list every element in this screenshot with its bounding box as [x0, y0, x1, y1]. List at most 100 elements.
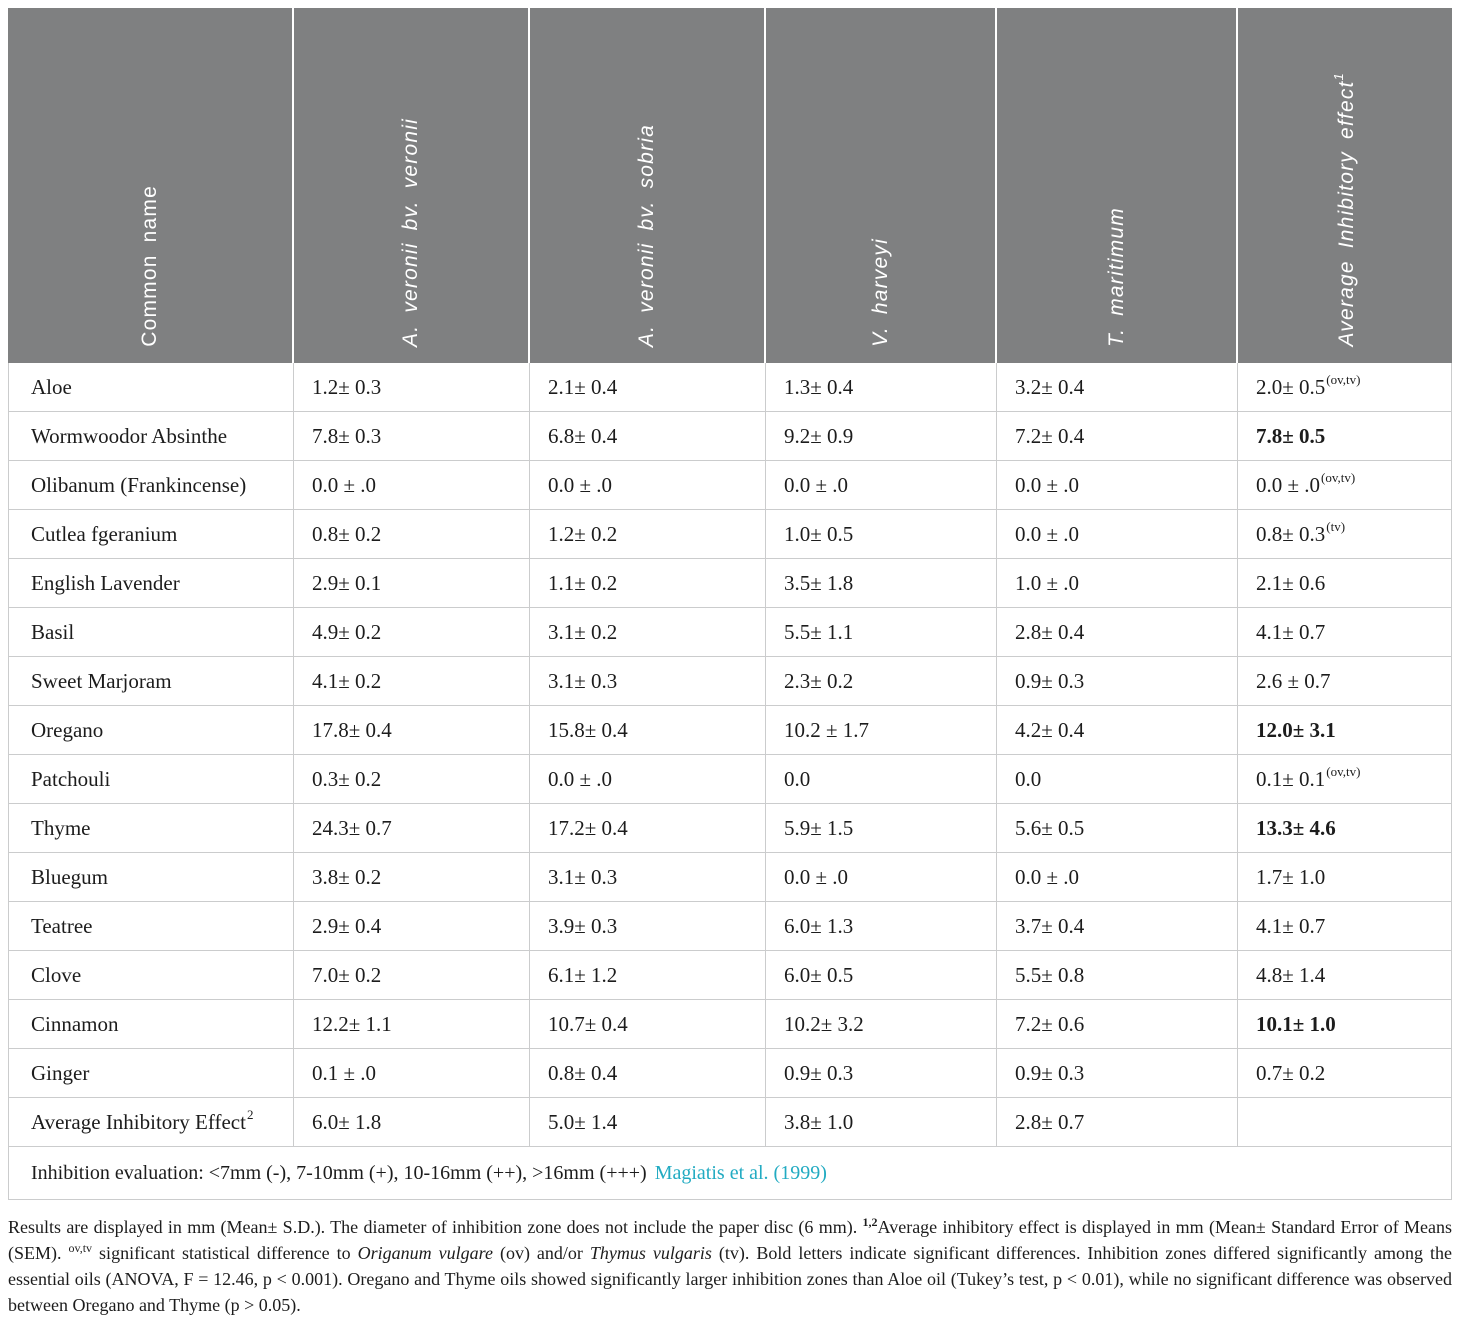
data-cell: 1.2± 0.3: [293, 363, 529, 411]
data-cell: 4.9± 0.2: [293, 608, 529, 656]
data-cell: 2.6 ± 0.7: [1237, 657, 1451, 705]
table-row: Sweet Marjoram4.1± 0.23.1± 0.32.3± 0.20.…: [9, 657, 1451, 706]
data-cell: 4.1± 0.2: [293, 657, 529, 705]
data-cell: 0.8± 0.4: [529, 1049, 765, 1097]
data-cell: 0.8± 0.2: [293, 510, 529, 558]
column-header-label: Average Inhibitory effect1: [1331, 72, 1359, 347]
data-cell: 1.3± 0.4: [765, 363, 996, 411]
table-row: Teatree2.9± 0.43.9± 0.36.0± 1.33.7± 0.44…: [9, 902, 1451, 951]
data-cell: 2.3± 0.2: [765, 657, 996, 705]
data-cell: 4.1± 0.7: [1237, 902, 1451, 950]
notes-segment: Thymus vulgaris: [590, 1243, 712, 1263]
data-cell: 6.0± 1.8: [293, 1098, 529, 1146]
data-cell: 1.0 ± .0: [996, 559, 1237, 607]
column-header-label: Common name: [138, 185, 162, 347]
row-label: Oregano: [9, 706, 293, 754]
data-cell: 0.0 ± .0: [996, 510, 1237, 558]
data-cell: 0.0 ± .0: [529, 461, 765, 509]
notes-segment: ov,tv: [69, 1241, 93, 1255]
row-label: Patchouli: [9, 755, 293, 803]
column-header-v-harveyi: V. harveyi: [764, 8, 995, 363]
data-cell: 0.7± 0.2: [1237, 1049, 1451, 1097]
data-cell: 0.1± 0.1(ov,tv): [1237, 755, 1451, 803]
table-footnote-row: Inhibition evaluation: <7mm (-), 7-10mm …: [9, 1147, 1451, 1199]
data-cell: 1.0± 0.5: [765, 510, 996, 558]
row-label: Bluegum: [9, 853, 293, 901]
table-row: Aloe1.2± 0.32.1± 0.41.3± 0.43.2± 0.42.0±…: [9, 363, 1451, 412]
table-header: Common name A. veronii bv. veronii A. vero…: [8, 8, 1452, 363]
table-row: Cutlea fgeranium0.8± 0.21.2± 0.21.0± 0.5…: [9, 510, 1451, 559]
data-cell: 3.7± 0.4: [996, 902, 1237, 950]
table-body: Aloe1.2± 0.32.1± 0.41.3± 0.43.2± 0.42.0±…: [9, 363, 1451, 1147]
data-cell: 2.9± 0.4: [293, 902, 529, 950]
data-cell: 6.1± 1.2: [529, 951, 765, 999]
table-row: Cinnamon12.2± 1.110.7± 0.410.2± 3.27.2± …: [9, 1000, 1451, 1049]
row-label: Basil: [9, 608, 293, 656]
table-row: Wormwoodor Absinthe7.8± 0.36.8± 0.49.2± …: [9, 412, 1451, 461]
data-cell: 10.2± 3.2: [765, 1000, 996, 1048]
data-cell: 0.0 ± .0: [765, 853, 996, 901]
data-cell: [1237, 1098, 1451, 1146]
data-cell: 3.9± 0.3: [529, 902, 765, 950]
data-cell: 0.9± 0.3: [996, 1049, 1237, 1097]
column-header-average-inhibitory-effect: Average Inhibitory effect1: [1236, 8, 1452, 363]
data-cell: 5.6± 0.5: [996, 804, 1237, 852]
row-label: Cutlea fgeranium: [9, 510, 293, 558]
data-cell: 0.8± 0.3(tv): [1237, 510, 1451, 558]
data-cell: 4.1± 0.7: [1237, 608, 1451, 656]
table-row: Bluegum3.8± 0.23.1± 0.30.0 ± .00.0 ± .01…: [9, 853, 1451, 902]
data-cell: 2.9± 0.1: [293, 559, 529, 607]
data-cell: 5.5± 0.8: [996, 951, 1237, 999]
data-cell: 15.8± 0.4: [529, 706, 765, 754]
notes-segment: 1,2: [863, 1215, 878, 1229]
table-row: Thyme24.3± 0.717.2± 0.45.9± 1.55.6± 0.51…: [9, 804, 1451, 853]
data-cell: 10.7± 0.4: [529, 1000, 765, 1048]
notes-segment: Results are displayed in mm (Mean± S.D.)…: [8, 1217, 863, 1237]
data-cell: 3.8± 0.2: [293, 853, 529, 901]
data-cell: 10.2 ± 1.7: [765, 706, 996, 754]
data-cell: 3.1± 0.2: [529, 608, 765, 656]
results-table-figure: Common name A. veronii bv. veronii A. vero…: [0, 0, 1460, 1318]
data-cell: 0.0: [765, 755, 996, 803]
data-cell: 0.9± 0.3: [765, 1049, 996, 1097]
data-cell: 17.2± 0.4: [529, 804, 765, 852]
table-row: English Lavender2.9± 0.11.1± 0.23.5± 1.8…: [9, 559, 1451, 608]
data-cell: 1.2± 0.2: [529, 510, 765, 558]
data-cell: 0.3± 0.2: [293, 755, 529, 803]
row-label: Thyme: [9, 804, 293, 852]
notes-segment: significant statistical difference to: [92, 1243, 358, 1263]
data-cell: 5.5± 1.1: [765, 608, 996, 656]
column-header-a-veronii-bv-veronii: A. veronii bv. veronii: [292, 8, 528, 363]
data-cell: 0.0 ± .0(ov,tv): [1237, 461, 1451, 509]
row-label: Cinnamon: [9, 1000, 293, 1048]
data-cell: 13.3± 4.6: [1237, 804, 1451, 852]
column-header-t-maritimum: T. maritimum: [995, 8, 1236, 363]
column-header-common-name: Common name: [8, 8, 292, 363]
column-header-label: A. veronii bv. sobria: [635, 124, 659, 347]
table-row: Ginger0.1 ± .00.8± 0.40.9± 0.30.9± 0.30.…: [9, 1049, 1451, 1098]
data-cell: 2.1± 0.4: [529, 363, 765, 411]
row-label: Average Inhibitory Effect2: [9, 1098, 293, 1146]
data-cell: 6.0± 1.3: [765, 902, 996, 950]
notes-segment: (ov) and/or: [493, 1243, 590, 1263]
table-row: Clove7.0± 0.26.1± 1.26.0± 0.55.5± 0.84.8…: [9, 951, 1451, 1000]
data-cell: 5.0± 1.4: [529, 1098, 765, 1146]
data-cell: 0.0 ± .0: [996, 853, 1237, 901]
table-row: Patchouli0.3± 0.20.0 ± .00.00.00.1± 0.1(…: [9, 755, 1451, 804]
data-cell: 7.2± 0.4: [996, 412, 1237, 460]
data-cell: 3.1± 0.3: [529, 657, 765, 705]
data-cell: 0.0 ± .0: [529, 755, 765, 803]
data-cell: 6.0± 0.5: [765, 951, 996, 999]
data-cell: 7.8± 0.5: [1237, 412, 1451, 460]
data-cell: 0.1 ± .0: [293, 1049, 529, 1097]
inhibition-evaluation-text: Inhibition evaluation: <7mm (-), 7-10mm …: [31, 1162, 647, 1185]
data-cell: 24.3± 0.7: [293, 804, 529, 852]
data-cell: 3.2± 0.4: [996, 363, 1237, 411]
column-header-label: A. veronii bv. veronii: [399, 118, 423, 347]
row-label: Wormwoodor Absinthe: [9, 412, 293, 460]
citation-link[interactable]: Magiatis et al. (1999): [655, 1162, 827, 1185]
table-row: Oregano17.8± 0.415.8± 0.410.2 ± 1.74.2± …: [9, 706, 1451, 755]
data-cell: 2.8± 0.4: [996, 608, 1237, 656]
data-cell: 2.8± 0.7: [996, 1098, 1237, 1146]
column-header-label: V. harveyi: [869, 238, 893, 347]
